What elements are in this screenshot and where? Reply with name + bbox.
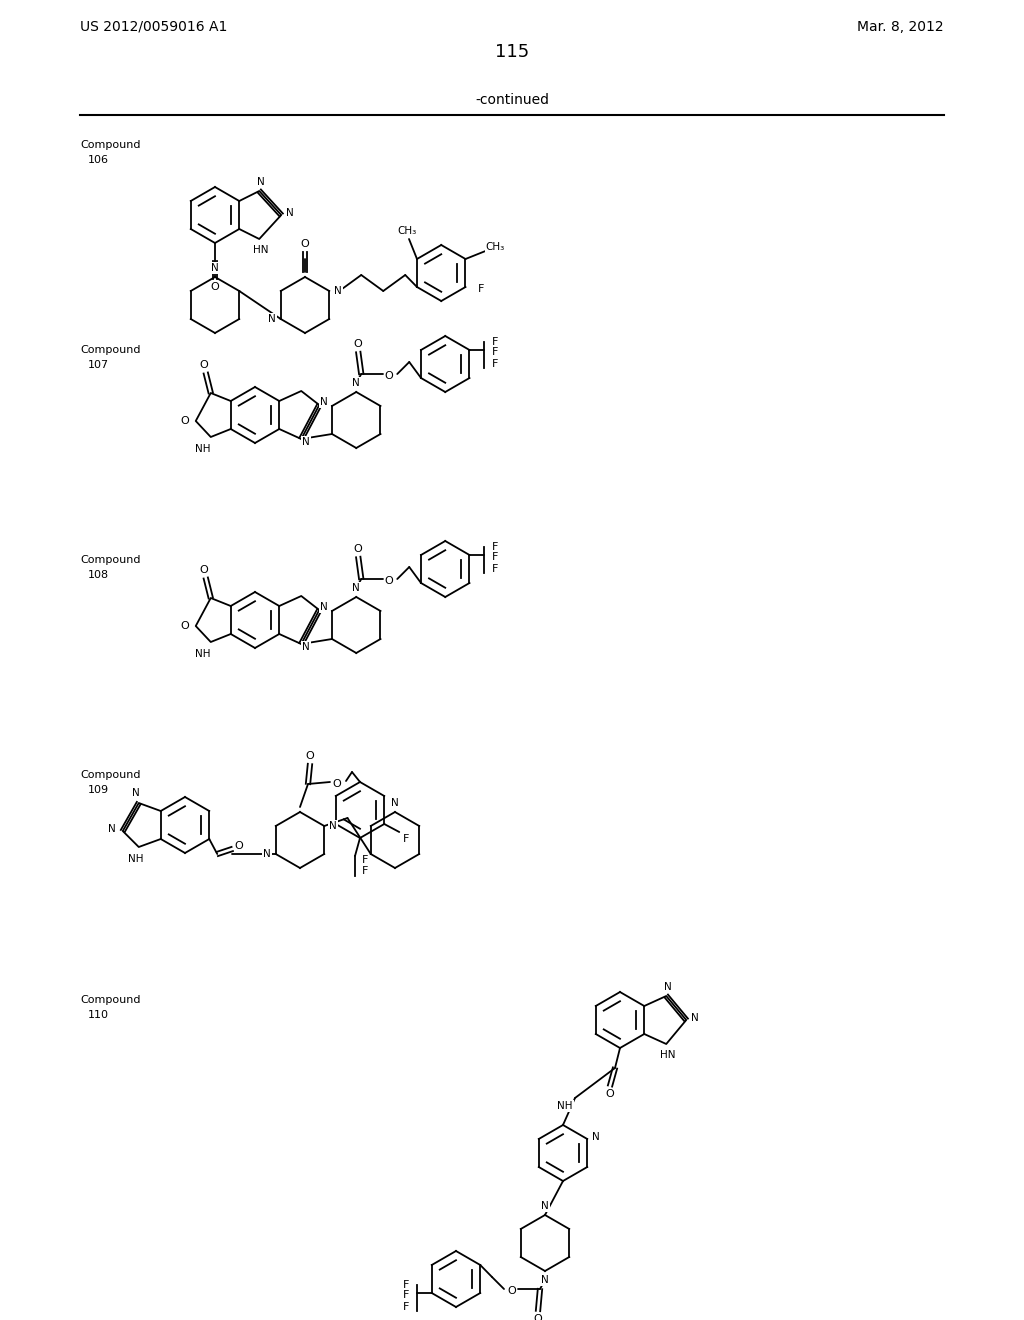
Text: F: F [402,1280,409,1290]
Text: Compound: Compound [80,770,140,780]
Text: O: O [354,544,362,554]
Text: F: F [493,543,499,552]
Text: N: N [211,263,219,273]
Text: N: N [108,824,116,834]
Text: N: N [263,849,270,859]
Text: O: O [234,841,244,851]
Text: O: O [508,1286,516,1296]
Text: N: N [541,1201,549,1210]
Text: F: F [493,359,499,370]
Text: F: F [478,284,484,294]
Text: 110: 110 [88,1010,109,1020]
Text: O: O [534,1313,543,1320]
Text: N: N [321,602,328,612]
Text: -continued: -continued [475,92,549,107]
Text: O: O [385,371,393,381]
Text: HN: HN [254,246,269,255]
Text: N: N [321,397,328,407]
Text: F: F [493,347,499,356]
Text: N: N [302,437,310,447]
Text: F: F [402,1290,409,1300]
Text: N: N [132,788,139,799]
Text: O: O [200,360,208,370]
Text: Compound: Compound [80,140,140,150]
Text: N: N [592,1133,600,1142]
Text: 115: 115 [495,44,529,61]
Text: N: N [330,821,337,832]
Text: O: O [354,339,362,348]
Text: O: O [200,565,208,576]
Text: Mar. 8, 2012: Mar. 8, 2012 [857,20,944,34]
Text: NH: NH [195,444,211,454]
Text: O: O [211,282,219,292]
Text: O: O [333,779,341,789]
Text: HN: HN [660,1049,676,1060]
Text: N: N [665,982,672,993]
Text: N: N [335,286,342,296]
Text: O: O [301,239,309,249]
Text: 107: 107 [88,360,110,370]
Text: 108: 108 [88,570,110,579]
Text: N: N [257,177,265,187]
Text: O: O [305,751,314,762]
Text: F: F [493,564,499,574]
Text: F: F [493,337,499,347]
Text: Compound: Compound [80,995,140,1005]
Text: N: N [352,378,360,388]
Text: N: N [391,799,399,808]
Text: N: N [691,1012,699,1023]
Text: F: F [493,552,499,562]
Text: NH: NH [195,649,211,659]
Text: F: F [402,1302,409,1312]
Text: Compound: Compound [80,345,140,355]
Text: F: F [361,866,369,876]
Text: O: O [180,416,189,426]
Text: US 2012/0059016 A1: US 2012/0059016 A1 [80,20,227,34]
Text: Compound: Compound [80,554,140,565]
Text: F: F [403,834,410,843]
Text: O: O [605,1089,614,1100]
Text: NH: NH [128,854,143,865]
Text: N: N [268,314,275,323]
Text: O: O [385,576,393,586]
Text: N: N [541,1275,549,1284]
Text: 106: 106 [88,154,109,165]
Text: CH₃: CH₃ [485,242,505,252]
Text: N: N [352,583,360,593]
Text: CH₃: CH₃ [397,226,417,236]
Text: O: O [180,620,189,631]
Text: 109: 109 [88,785,110,795]
Text: F: F [361,855,369,865]
Text: NH: NH [557,1101,572,1111]
Text: N: N [287,209,294,218]
Text: N: N [302,642,310,652]
